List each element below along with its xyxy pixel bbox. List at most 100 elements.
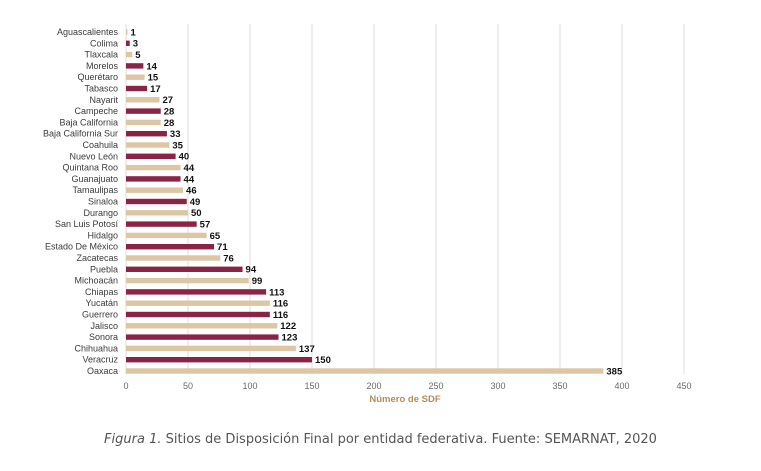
value-label: 385 (606, 366, 623, 377)
category-label: Morelos (86, 61, 119, 71)
category-label: Michoacán (74, 276, 118, 286)
category-label: Tlaxcala (84, 50, 118, 60)
value-label: 46 (186, 186, 197, 197)
category-label: Oaxaca (87, 366, 118, 376)
value-label: 123 (282, 333, 298, 344)
value-label: 150 (315, 355, 331, 366)
bar (126, 277, 249, 284)
x-tick-label: 150 (304, 381, 319, 391)
x-tick-label: 50 (183, 381, 193, 391)
bar (126, 176, 181, 182)
category-label: Tamaulipas (72, 185, 118, 195)
category-label: Estado De México (45, 242, 118, 252)
bar (126, 289, 267, 295)
category-label: Baja California (59, 117, 118, 127)
category-label: Baja California Sur (43, 129, 118, 139)
x-tick-label: 400 (614, 381, 629, 391)
category-label: Campeche (74, 106, 118, 116)
value-label: 44 (184, 163, 195, 174)
category-label: Hidalgo (87, 230, 118, 240)
value-labels: 1351415172728283335404444464950576571769… (131, 27, 623, 377)
bar (126, 97, 160, 103)
value-label: 5 (135, 50, 141, 61)
bar (126, 142, 170, 148)
bar (126, 232, 207, 239)
bar (126, 266, 243, 272)
category-label: Quintana Roo (62, 163, 118, 173)
value-label: 94 (246, 265, 257, 276)
value-label: 1 (131, 27, 137, 38)
value-label: 44 (184, 174, 195, 185)
x-axis-title: Número de SDF (369, 394, 440, 405)
value-label: 35 (172, 140, 183, 151)
category-label: Chihuahua (74, 343, 118, 353)
category-label: Zacatecas (76, 253, 118, 263)
category-label: Veracruz (82, 355, 118, 365)
bar (126, 198, 187, 205)
bar (126, 164, 181, 171)
value-label: 27 (162, 95, 173, 106)
value-label: 49 (190, 197, 201, 208)
x-tick-labels: 0 50 100 150 200 250 300 350 400 450 (123, 381, 691, 391)
category-label: Aguascalientes (57, 27, 119, 37)
x-tick-label: 250 (428, 381, 443, 391)
value-label: 33 (170, 129, 181, 140)
value-label: 17 (150, 84, 161, 95)
value-label: 113 (269, 287, 284, 298)
bar (126, 29, 128, 35)
value-label: 28 (164, 118, 175, 129)
bar (126, 187, 184, 193)
x-tick-label: 100 (242, 381, 257, 391)
bar (126, 51, 133, 58)
value-label: 137 (299, 344, 315, 355)
value-label: 15 (148, 73, 159, 84)
value-label: 3 (133, 39, 138, 50)
bars (126, 29, 604, 374)
x-tick-label: 350 (552, 381, 567, 391)
category-label: Nayarit (89, 95, 118, 105)
gridlines (125, 24, 685, 374)
category-label: Puebla (90, 264, 118, 274)
category-label: Yucatán (85, 298, 118, 308)
value-label: 116 (273, 299, 288, 310)
bar (126, 221, 197, 227)
x-tick-label: 200 (366, 381, 381, 391)
category-label: Durango (83, 208, 118, 218)
value-label: 76 (223, 253, 234, 264)
value-label: 14 (146, 61, 157, 72)
bar (126, 74, 145, 80)
figure-label: Figura 1. (104, 432, 162, 447)
value-label: 65 (210, 231, 221, 242)
bar (126, 85, 148, 92)
caption-text: Sitios de Disposición Final por entidad … (161, 432, 657, 447)
bar (126, 40, 130, 46)
category-label: Guerrero (82, 310, 118, 320)
value-label: 99 (252, 276, 263, 287)
bar (126, 323, 278, 329)
category-label: Sinaloa (88, 197, 118, 207)
bar (126, 357, 312, 363)
value-label: 71 (217, 242, 228, 253)
bar (126, 153, 176, 159)
bar (126, 108, 161, 114)
bar (126, 131, 167, 137)
value-label: 57 (200, 220, 211, 231)
bar (126, 210, 188, 216)
bar (126, 300, 270, 306)
bar (126, 334, 279, 340)
value-label: 122 (280, 321, 296, 332)
bar (126, 368, 604, 374)
bar (126, 63, 144, 69)
category-label: Tabasco (84, 84, 118, 94)
figure-caption: Figura 1. Sitios de Disposición Final po… (0, 432, 761, 447)
category-label: Guanajuato (71, 174, 118, 184)
bar (126, 119, 161, 126)
x-tick-label: 450 (676, 381, 691, 391)
value-label: 50 (191, 208, 202, 219)
category-label: Sonora (89, 332, 118, 342)
category-label: San Luis Potosí (55, 219, 119, 229)
category-label: Querétaro (77, 72, 118, 82)
x-tick-label: 0 (123, 381, 128, 391)
